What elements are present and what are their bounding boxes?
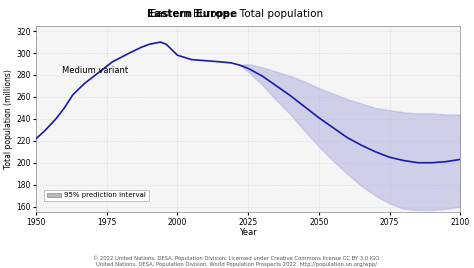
Text: Medium variant: Medium variant (62, 66, 128, 75)
X-axis label: Year: Year (239, 228, 257, 237)
Text: Eastern Europe: Eastern Europe (147, 9, 237, 19)
Text: Eastern Europe:  Total population: Eastern Europe: Total population (150, 9, 324, 19)
Text: © 2022 United Nations, DESA, Population Division. Licensed under Creative Common: © 2022 United Nations, DESA, Population … (93, 255, 381, 267)
Y-axis label: Total population (millions): Total population (millions) (4, 69, 13, 169)
Legend: 95% prediction interval: 95% prediction interval (44, 189, 149, 201)
